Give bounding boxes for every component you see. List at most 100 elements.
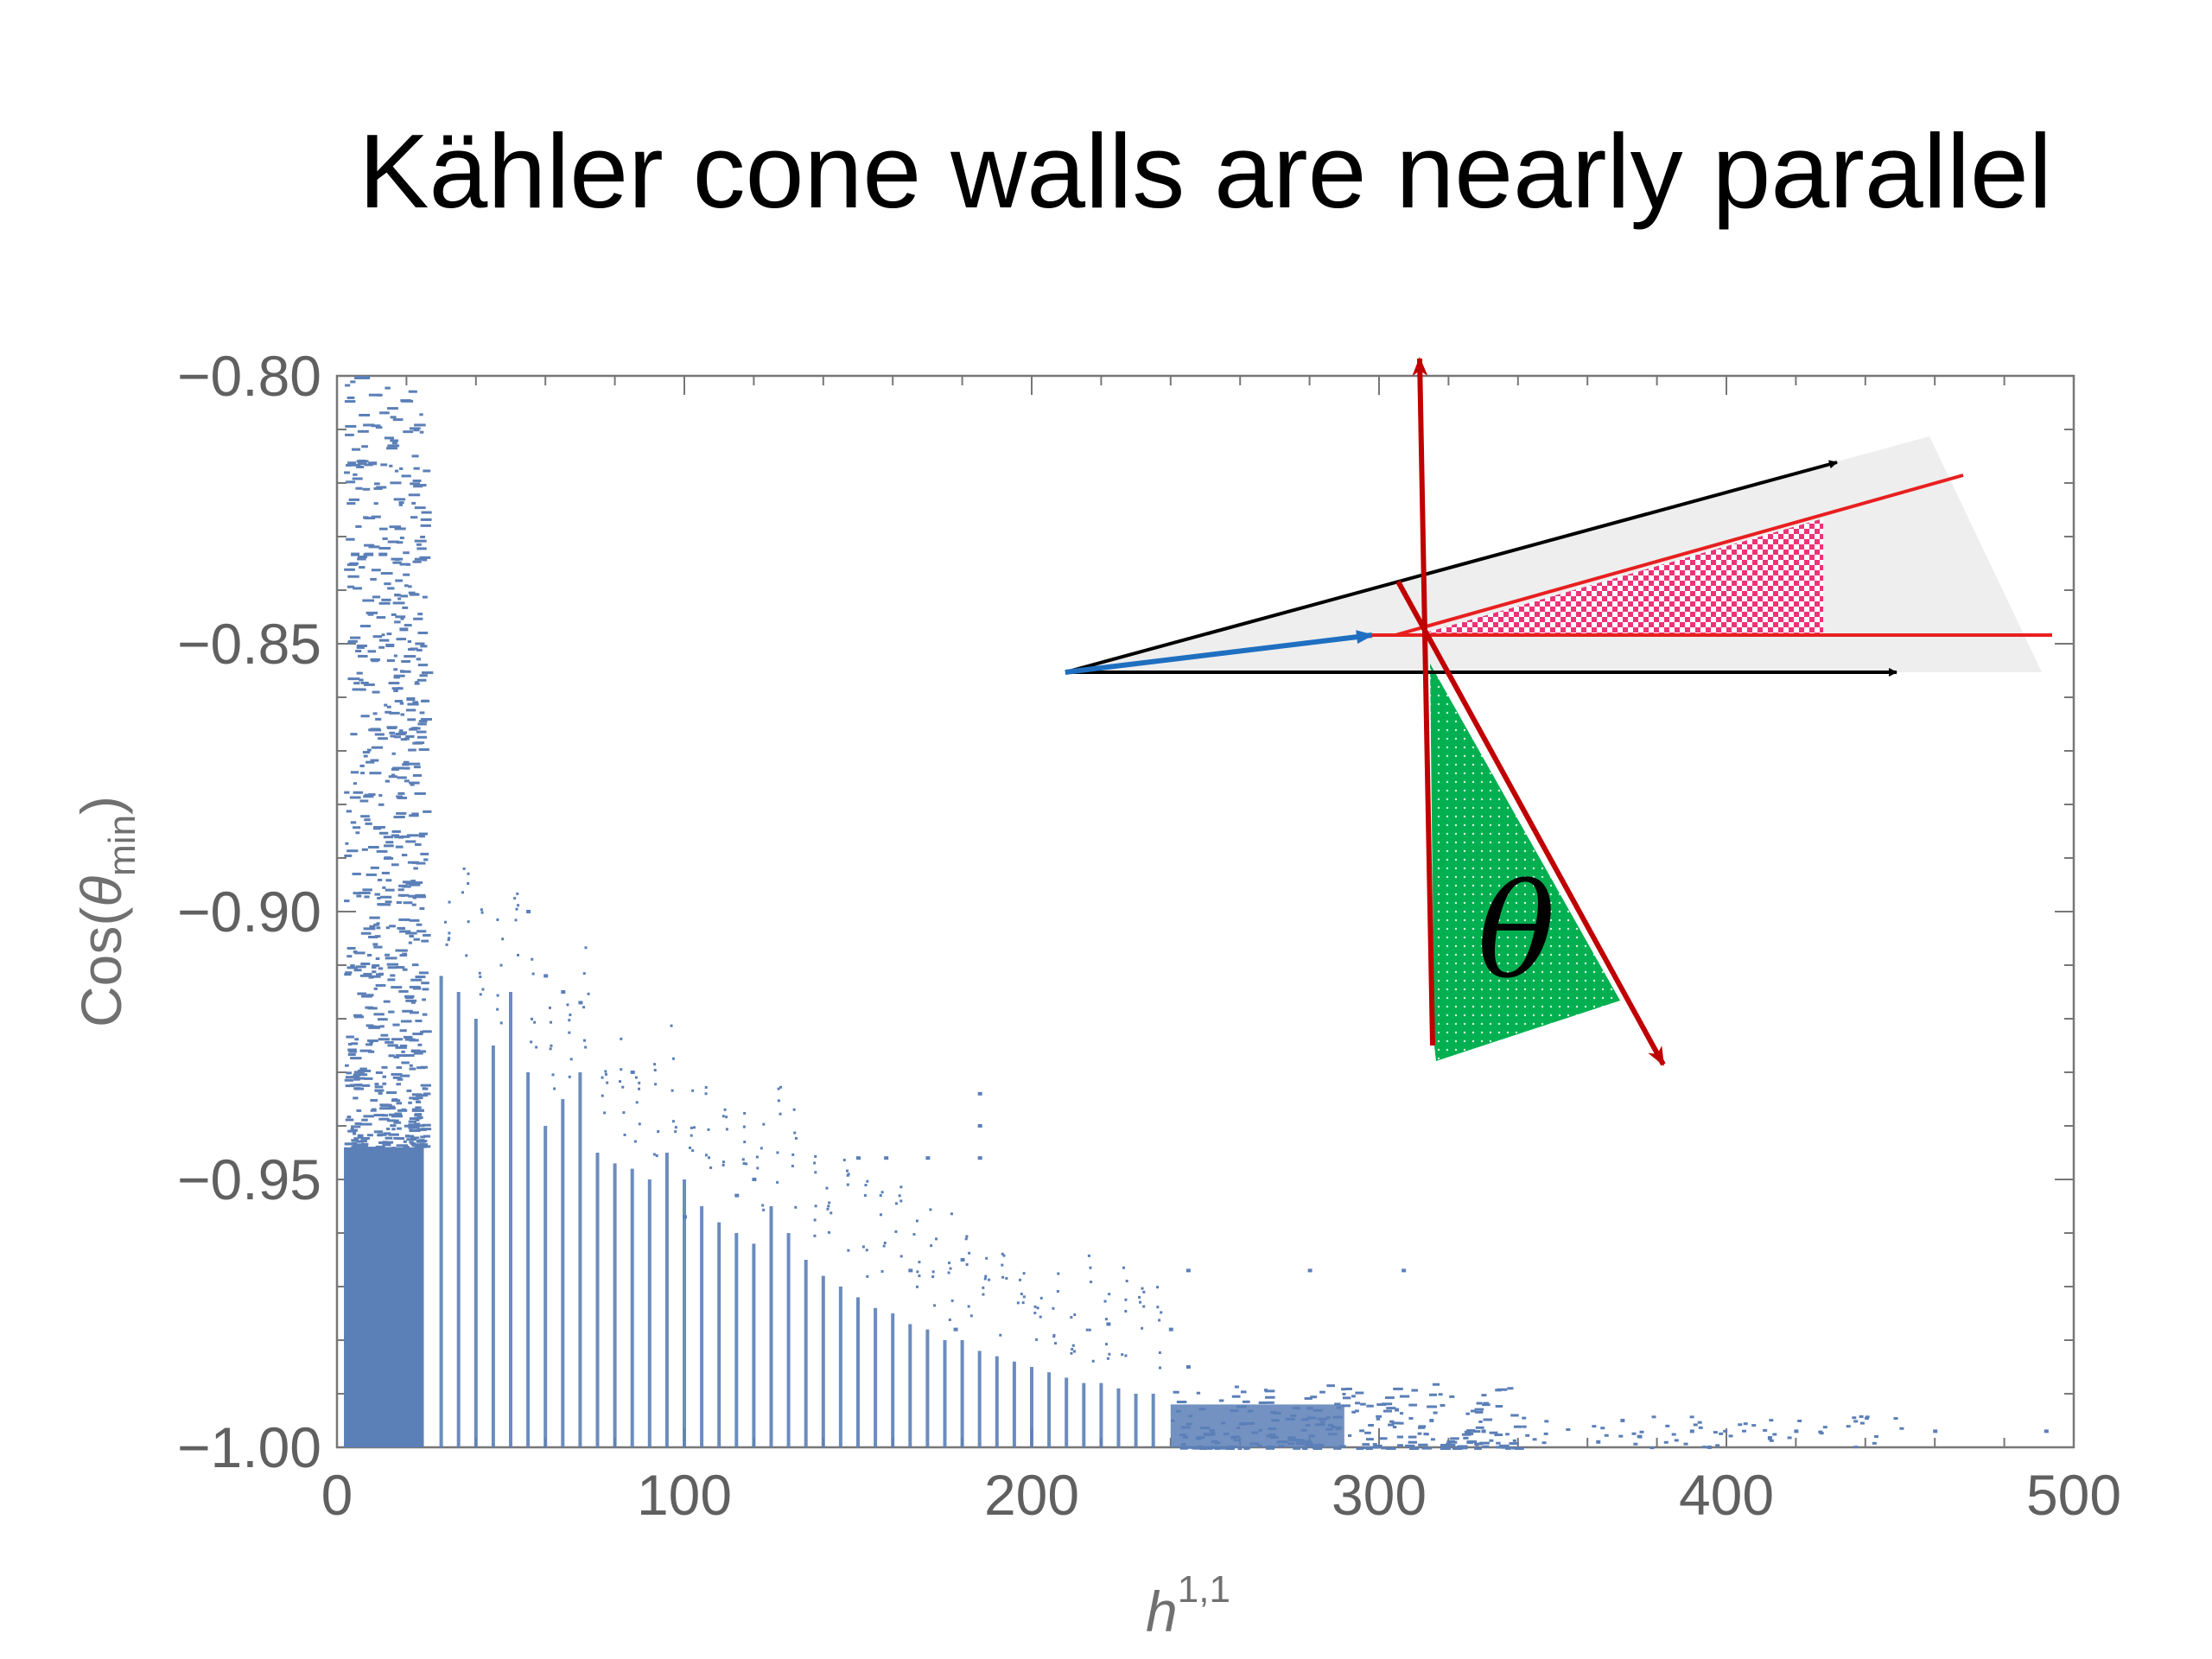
- scatter-point: [362, 487, 371, 491]
- scatter-point: [411, 1109, 424, 1112]
- scatter-point: [365, 1024, 374, 1027]
- scatter-point: [977, 1124, 982, 1128]
- scatter-point: [1087, 1254, 1090, 1257]
- scatter-point: [1106, 1357, 1109, 1360]
- scatter-point: [894, 1230, 898, 1233]
- scatter-point: [381, 871, 390, 874]
- scatter-point-column: [943, 1340, 947, 1447]
- scatter-point: [533, 1020, 537, 1024]
- scatter-point: [416, 648, 423, 652]
- scatter-point: [372, 635, 383, 639]
- scatter-point: [671, 1089, 674, 1092]
- scatter-point: [791, 1153, 795, 1156]
- y-tick-label: −0.95: [177, 1147, 321, 1211]
- scatter-point: [1090, 1281, 1093, 1284]
- scatter-point: [413, 617, 423, 620]
- scatter-point: [856, 1156, 861, 1160]
- scatter-point: [999, 1333, 1002, 1337]
- scatter-point: [412, 701, 419, 704]
- scatter-point: [415, 1118, 420, 1122]
- scatter-point: [915, 1219, 918, 1223]
- scatter-point: [378, 794, 383, 798]
- scatter-point: [376, 393, 383, 397]
- scatter-point: [950, 1212, 953, 1216]
- scatter-point: [402, 763, 410, 766]
- scatter-point: [1108, 1293, 1111, 1296]
- scatter-point: [1089, 1266, 1092, 1269]
- scatter-point: [395, 1046, 407, 1049]
- scatter-point: [409, 1141, 414, 1144]
- scatter-point: [385, 926, 391, 930]
- scatter-point: [351, 1125, 361, 1128]
- scatter-point: [397, 893, 410, 897]
- scatter-point: [568, 1031, 571, 1034]
- scatter-point: [551, 1073, 555, 1077]
- scatter-point: [1249, 1421, 1255, 1425]
- scatter-point: [1372, 1443, 1377, 1446]
- scatter-point: [1314, 1443, 1325, 1446]
- scatter-point: [417, 1043, 423, 1046]
- scatter-point: [412, 987, 422, 990]
- scatter-point: [725, 1116, 728, 1119]
- scatter-point: [1287, 1439, 1299, 1442]
- scatter-point: [1474, 1410, 1484, 1414]
- scatter-point: [394, 1112, 403, 1116]
- scatter-point: [1057, 1272, 1060, 1275]
- scatter-point: [1482, 1403, 1491, 1407]
- scatter-point: [1292, 1407, 1301, 1410]
- scatter-point: [1106, 1322, 1111, 1326]
- scatter-point: [777, 1099, 780, 1103]
- scatter-point: [880, 1191, 884, 1194]
- scatter-point: [400, 713, 405, 716]
- scatter-point: [375, 1145, 385, 1148]
- scatter-point: [391, 1072, 403, 1076]
- scatter-point: [1088, 1328, 1091, 1332]
- scatter-point: [421, 939, 429, 943]
- scatter-point: [1181, 1446, 1189, 1449]
- scatter-point: [1665, 1424, 1670, 1427]
- scatter-point: [360, 931, 372, 935]
- scatter-point: [373, 987, 378, 990]
- scatter-point: [846, 1183, 849, 1186]
- scatter-point: [348, 1050, 358, 1053]
- scatter-point: [397, 1137, 405, 1141]
- scatter-point: [405, 709, 416, 712]
- scatter-point: [1787, 1436, 1792, 1440]
- scatter-point: [393, 674, 405, 677]
- scatter-point: [398, 884, 408, 887]
- scatter-point: [347, 1042, 353, 1046]
- scatter-point: [396, 1102, 403, 1105]
- scatter-point: [353, 473, 358, 476]
- scatter-point: [1355, 1391, 1364, 1395]
- scatter-point: [373, 502, 378, 505]
- scatter-point: [404, 779, 410, 783]
- scatter-point: [385, 1136, 393, 1140]
- scatter-point: [404, 655, 416, 658]
- scatter-point: [418, 1139, 425, 1142]
- scatter-point: [1306, 1407, 1314, 1410]
- scatter-point: [404, 1053, 415, 1057]
- scatter-point: [382, 1143, 391, 1147]
- scatter-point: [385, 644, 395, 647]
- scatter-point: [423, 933, 431, 937]
- x-tick-label: 400: [1679, 1463, 1774, 1527]
- scatter-point: [1697, 1421, 1702, 1424]
- scatter-point: [569, 1058, 573, 1061]
- scatter-point: [408, 1123, 417, 1127]
- scatter-point: [408, 1126, 420, 1129]
- scatter-point: [385, 841, 394, 844]
- scatter-point: [392, 601, 405, 605]
- scatter-point: [409, 814, 419, 817]
- scatter-point: [356, 465, 365, 468]
- scatter-point: [400, 1074, 410, 1077]
- scatter-point: [414, 557, 427, 561]
- scatter-point: [390, 439, 399, 442]
- scatter-point: [982, 1293, 985, 1296]
- scatter-point: [1395, 1408, 1400, 1412]
- x-tick-label: 0: [321, 1463, 353, 1527]
- scatter-point: [1767, 1437, 1772, 1440]
- scatter-point: [358, 654, 368, 658]
- scatter-point: [606, 1081, 609, 1084]
- y-axis-label-prefix: Cos(: [69, 907, 133, 1027]
